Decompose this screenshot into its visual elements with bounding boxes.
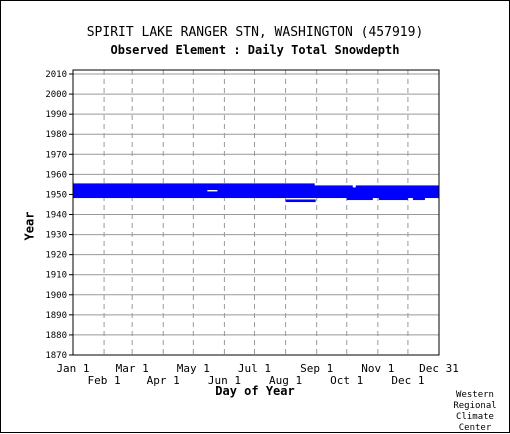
x-tick-label: Apr 1 [147,374,180,387]
y-tick-label: 2000 [45,90,67,100]
observation-band [355,185,439,189]
observation-band [73,189,208,193]
observation-band [73,195,439,199]
observation-band [73,193,439,197]
x-tick-label: Feb 1 [88,374,121,387]
y-tick-label: 1930 [45,231,67,241]
y-tick-label: 1970 [45,150,67,160]
y-tick-label: 1960 [45,170,67,180]
observation-band [217,189,439,193]
observation-band [285,199,316,203]
x-tick-label: Jan 1 [56,362,89,375]
y-tick-label: 1980 [45,130,67,140]
chart-subtitle: Observed Element : Daily Total Snowdepth [110,43,400,57]
y-tick-label: 1880 [45,331,67,341]
x-tick-label: Dec 31 [419,362,459,375]
x-axis-label: Day of Year [215,384,295,398]
plot-area-border [72,69,440,356]
x-tick-label: Aug 1 [269,374,302,387]
y-tick-label: 1990 [45,110,67,120]
data-marks [73,183,439,203]
observation-band [73,187,439,191]
y-tick-label: 1890 [45,311,67,321]
x-tick-label: Sep 1 [300,362,333,375]
x-tick-label: Jun 1 [208,374,241,387]
y-tick-label: 1900 [45,291,67,301]
y-tick-label: 2010 [45,70,67,80]
x-tick-label: Nov 1 [361,362,394,375]
credit-text: Western Regional Climate Center [453,390,497,433]
x-tick-label: May 1 [177,362,210,375]
y-tick-label: 1940 [45,211,67,221]
y-tick-label: 1910 [45,271,67,281]
observation-band [73,183,315,187]
observation-band [412,197,425,201]
chart-title: SPIRIT LAKE RANGER STN, WASHINGTON (4579… [86,25,424,40]
x-tick-label: Mar 1 [116,362,149,375]
observation-band [378,197,408,201]
x-tick-label: Oct 1 [330,374,363,387]
observation-band [73,185,353,189]
y-tick-label: 1920 [45,251,67,261]
observation-band [73,191,439,195]
y-tick-label: 1870 [45,351,67,361]
observation-band [346,197,373,201]
y-tick-label: 1950 [45,190,67,200]
x-tick-label: Jul 1 [238,362,271,375]
y-tick-labels: 1870 1880 1890 1900 1910 1920 1930 1940 1950 1960… [45,70,73,361]
x-tick-labels: Jan 1 Mar 1 May 1 Jul 1 Sep 1 Nov 1 Dec 31 Feb … [56,362,458,387]
x-tick-label: Dec 1 [391,374,424,387]
grid-lines [73,70,439,356]
